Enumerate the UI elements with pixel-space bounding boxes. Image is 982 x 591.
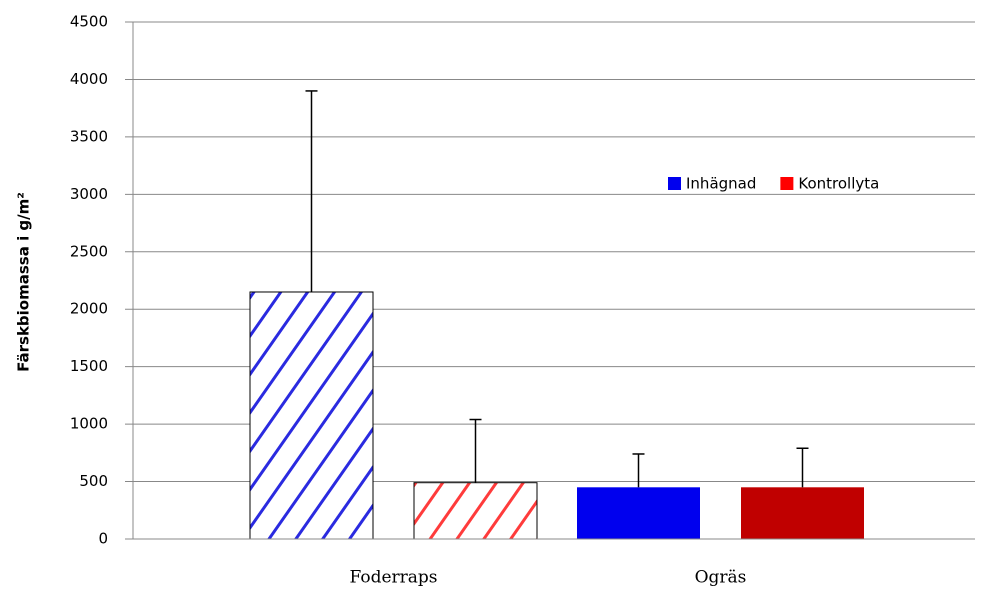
- y-axis-label: Färskbiomassa i g/m²: [15, 192, 33, 372]
- bar: [249, 291, 374, 540]
- y-tick-label: 2000: [70, 300, 108, 318]
- legend-swatch: [780, 177, 794, 190]
- y-tick-label: 4500: [70, 13, 108, 31]
- y-tick-label: 500: [79, 472, 108, 490]
- bar: [577, 487, 700, 539]
- y-tick-label: 0: [98, 530, 108, 548]
- y-tick-label: 3500: [70, 127, 108, 145]
- x-tick-label: Ogräs: [695, 568, 747, 588]
- y-tick-label: 2500: [70, 242, 108, 260]
- x-tick-label: Foderraps: [349, 568, 437, 588]
- bar: [741, 487, 864, 539]
- y-tick-label: 3000: [70, 185, 108, 203]
- legend-label: Inhägnad: [686, 175, 756, 193]
- y-tick-label: 1000: [70, 415, 108, 433]
- y-tick-label: 1500: [70, 357, 108, 375]
- legend-label: Kontrollyta: [798, 175, 879, 193]
- legend-swatch: [668, 177, 681, 190]
- bar: [413, 482, 538, 540]
- y-tick-label: 4000: [70, 70, 108, 88]
